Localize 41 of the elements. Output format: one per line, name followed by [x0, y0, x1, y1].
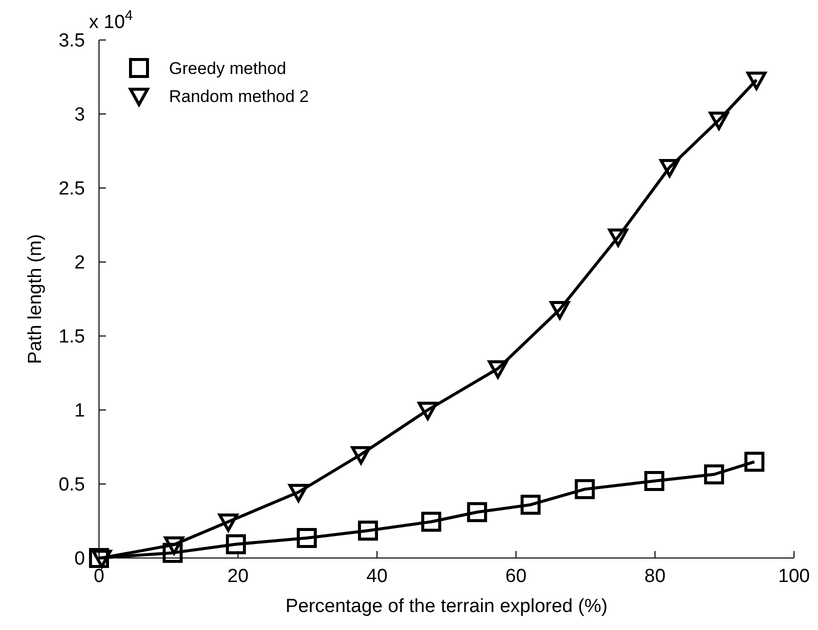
point — [744, 452, 764, 472]
point — [550, 301, 570, 320]
point — [226, 534, 246, 554]
y-tick-label: 1 — [74, 400, 85, 422]
x-tick-label: 80 — [644, 566, 666, 587]
y-tick-label: 2 — [74, 252, 85, 274]
point — [351, 446, 372, 464]
text: x 10$^{4}$ — [89, 8, 133, 33]
y-tick-label: 1.5 — [58, 326, 85, 348]
point — [608, 228, 628, 247]
x-tick-label: 0 — [94, 566, 104, 587]
point — [421, 512, 442, 532]
y-tick-label: 0.5 — [58, 474, 85, 496]
point — [574, 479, 595, 500]
point — [162, 542, 183, 563]
x-tick-label: 60 — [505, 566, 527, 587]
point — [288, 484, 308, 502]
point — [296, 528, 317, 548]
x-axis-title: Percentage of the terrain explored (%) — [285, 596, 608, 617]
y-tick-label: 3 — [74, 104, 85, 126]
legend-label: Random method 2 — [169, 86, 309, 106]
y-axis-title: Path length (m) — [25, 234, 46, 364]
point — [218, 513, 238, 532]
point — [358, 520, 378, 541]
y-tick-label: 3.5 — [58, 30, 85, 52]
point — [708, 112, 729, 130]
point — [520, 494, 541, 515]
point — [746, 72, 766, 90]
y-tick-label: 2.5 — [58, 178, 85, 200]
x-tick-label: 20 — [227, 566, 249, 587]
point — [418, 402, 438, 420]
x-tick-label: 40 — [366, 566, 388, 587]
y-tick-label: 0 — [74, 548, 85, 570]
point — [164, 536, 184, 555]
legend-label: Greedy method — [169, 58, 286, 78]
point — [660, 158, 680, 178]
point — [644, 471, 664, 492]
point — [467, 502, 488, 522]
point — [488, 360, 508, 379]
point — [704, 464, 724, 484]
x-tick-label: 100 — [778, 566, 810, 587]
